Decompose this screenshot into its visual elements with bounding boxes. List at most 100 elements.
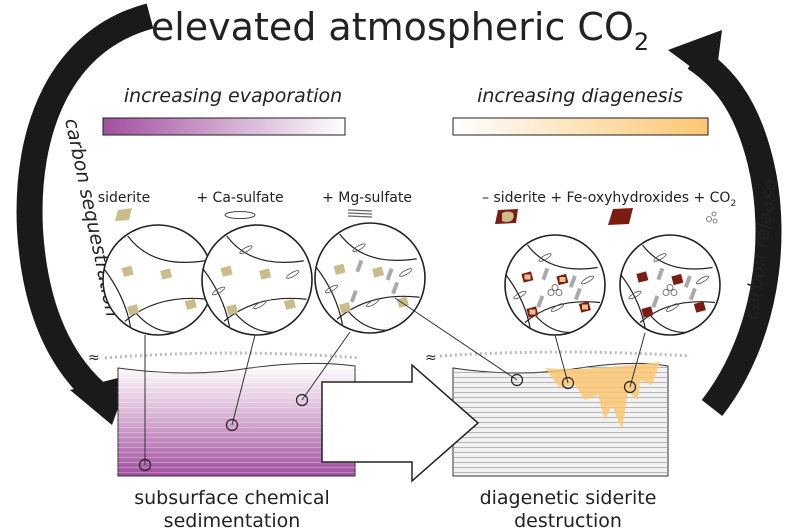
mineral-grain bbox=[259, 268, 272, 280]
mineral-grain bbox=[220, 265, 233, 277]
sediment-layers-left bbox=[118, 363, 355, 476]
mg-sulfate-crystal bbox=[656, 267, 665, 281]
mineral-grain bbox=[160, 268, 173, 280]
pore-circle-sid bbox=[102, 224, 214, 336]
mineral-grain bbox=[339, 302, 352, 314]
sample-point bbox=[138, 458, 152, 472]
carbon-release-arrow bbox=[687, 47, 782, 416]
mg-sulfate-crystal bbox=[541, 267, 550, 281]
diagenesis-label: increasing diagenesis bbox=[477, 85, 683, 107]
sample-point bbox=[510, 373, 524, 387]
stage-right-line2: destruction bbox=[514, 510, 622, 531]
ca-sulfate-crystal bbox=[352, 243, 366, 253]
pore-circle-alt bbox=[504, 234, 606, 336]
mineral-grain bbox=[283, 298, 296, 310]
sample-point bbox=[295, 393, 309, 407]
sample-point bbox=[561, 376, 575, 390]
ca-sulfate-crystal bbox=[324, 284, 339, 294]
pore-circle-mg bbox=[314, 222, 426, 334]
sample-point bbox=[623, 380, 637, 394]
mineral-grain-core bbox=[529, 309, 536, 315]
mineral-grain bbox=[226, 304, 239, 316]
ca-sulfate-crystal bbox=[665, 303, 680, 312]
ca-sulfate-crystal bbox=[580, 275, 595, 285]
co2-bubble bbox=[551, 284, 559, 291]
evaporation-label: increasing evaporation bbox=[124, 85, 342, 107]
mineral-grain bbox=[127, 304, 140, 316]
process-arrow bbox=[321, 363, 480, 483]
mineral-grain-core bbox=[559, 277, 566, 282]
mg-sulfate-icon bbox=[347, 209, 373, 218]
stage-right-line1: diagenetic siderite bbox=[480, 487, 657, 509]
surface-right bbox=[439, 350, 691, 358]
mg-sulfate-label: + Mg-sulfate bbox=[322, 190, 412, 206]
diagenesis-products-label: – siderite + Fe-oxyhydroxides + CO2 bbox=[482, 190, 736, 209]
ca-sulfate-crystal bbox=[628, 290, 642, 300]
mineral-grain bbox=[372, 266, 385, 278]
connector-line bbox=[301, 331, 351, 401]
mineral-grain bbox=[184, 298, 197, 310]
ca-sulfate-crystal bbox=[695, 275, 710, 285]
mineral-grain bbox=[636, 271, 649, 283]
ca-sulfate-label: + Ca-sulfate bbox=[196, 190, 283, 206]
mg-sulfate-crystal bbox=[568, 275, 577, 288]
mg-sulfate-crystal bbox=[573, 287, 582, 301]
stage-left-line2: sedimentation bbox=[164, 510, 301, 531]
mg-sulfate-crystal bbox=[349, 289, 358, 303]
mineral-grain bbox=[693, 301, 706, 313]
ca-sulfate-crystal bbox=[286, 270, 300, 279]
ca-sulfate-icon bbox=[224, 211, 256, 219]
stage-left-line1: subsurface chemical bbox=[134, 487, 330, 509]
ca-sulfate-crystal bbox=[513, 290, 527, 300]
ca-sulfate-crystal bbox=[253, 300, 267, 310]
mineral-grain-core bbox=[582, 304, 588, 310]
mg-sulfate-crystal bbox=[391, 281, 400, 295]
release-arrowhead-icon bbox=[668, 30, 722, 85]
sample-point bbox=[225, 418, 239, 432]
ca-sulfate-crystal bbox=[538, 253, 552, 262]
co2-bubbles-icon bbox=[706, 211, 718, 224]
pore-circle-fe bbox=[619, 234, 721, 336]
connector-line bbox=[231, 334, 256, 426]
co2-bubble bbox=[662, 289, 670, 296]
water-wave-icon-right: ≈ bbox=[425, 350, 437, 366]
mg-sulfate-crystal bbox=[683, 275, 692, 288]
sequestration-arrowhead-icon bbox=[70, 375, 130, 425]
ca-sulfate-crystal bbox=[399, 268, 413, 277]
mg-sulfate-crystal bbox=[536, 295, 545, 308]
mg-sulfate-crystal bbox=[385, 267, 394, 281]
ca-sulfate-crystal bbox=[653, 253, 667, 262]
connector-line bbox=[629, 332, 646, 388]
ca-sulfate-crystal bbox=[211, 286, 226, 296]
altered-siderite-icon bbox=[495, 209, 518, 224]
mg-sulfate-crystal bbox=[355, 259, 364, 273]
siderite-label: siderite bbox=[98, 190, 150, 206]
mg-sulfate-crystal bbox=[651, 295, 660, 308]
co2-bubble bbox=[547, 289, 555, 296]
ca-sulfate-crystal bbox=[239, 245, 253, 255]
title: elevated atmospheric CO2 bbox=[151, 5, 649, 56]
co2-bubble bbox=[555, 289, 563, 296]
ca-sulfate-crystal bbox=[550, 303, 565, 312]
mg-sulfate-crystal bbox=[688, 287, 697, 301]
mineral-grain-core bbox=[524, 274, 531, 280]
mineral-grain bbox=[333, 263, 346, 275]
connector-line bbox=[554, 334, 569, 384]
ca-sulfate-crystal bbox=[366, 298, 380, 308]
water-wave-icon-left: ≈ bbox=[88, 350, 100, 366]
mineral-grain bbox=[671, 273, 684, 286]
evaporation-gradient-bar bbox=[102, 117, 346, 136]
mineral-grain bbox=[641, 306, 654, 318]
co2-bubble bbox=[666, 284, 674, 291]
siderite-icon bbox=[115, 208, 132, 221]
carbon-sequestration-arrow bbox=[16, 3, 154, 402]
surface-left bbox=[104, 351, 361, 360]
mineral-grain bbox=[121, 265, 134, 277]
pore-circle-ca bbox=[201, 224, 313, 336]
diagenesis-zone bbox=[545, 362, 660, 430]
co2-bubble bbox=[670, 289, 678, 296]
connector-line bbox=[394, 297, 518, 381]
fe-oxyhydroxide-icon bbox=[608, 208, 633, 225]
